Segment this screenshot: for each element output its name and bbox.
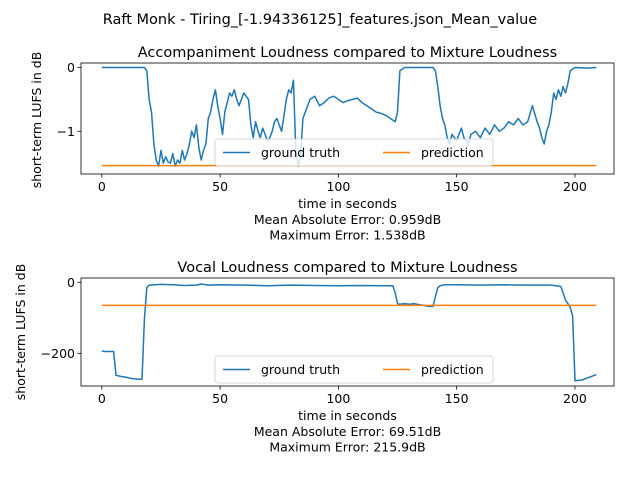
legend: ground truth prediction — [214, 138, 494, 167]
x-tick-label: 200 — [563, 179, 587, 194]
y-axis-label: short-term LUFS in dB — [13, 264, 28, 401]
y-tick-label: −200 — [41, 346, 75, 361]
x-tick-label: 200 — [563, 391, 587, 406]
legend-label: ground truth — [261, 145, 340, 160]
x-tick-label: 0 — [98, 391, 106, 406]
x-tick-label: 50 — [212, 391, 228, 406]
legend: ground truth prediction — [214, 355, 494, 384]
chart-title: Vocal Loudness compared to Mixture Loudn… — [177, 260, 517, 276]
x-tick-label: 150 — [445, 179, 469, 194]
y-tick-label: 0 — [67, 60, 75, 75]
series-line-ground-truth — [101, 283, 597, 382]
plot-frame — [80, 277, 615, 387]
chart-title: Accompaniment Loudness compared to Mixtu… — [138, 45, 557, 61]
error-stat-line: Mean Absolute Error: 0.959dB — [254, 212, 441, 227]
error-stat-line: Mean Absolute Error: 69.51dB — [254, 424, 441, 439]
x-tick-label: 50 — [212, 179, 228, 194]
y-tick-label: 0 — [67, 275, 75, 290]
y-axis-label: short-term LUFS in dB — [29, 52, 44, 189]
legend-box — [214, 138, 494, 167]
error-stat-line: Maximum Error: 215.9dB — [269, 440, 425, 455]
x-axis-label: time in seconds — [298, 408, 397, 423]
x-axis-label: time in seconds — [298, 196, 397, 211]
plot-frame — [80, 62, 615, 175]
legend-label: ground truth — [261, 362, 340, 377]
chart-panel-1: Accompaniment Loudness compared to Mixtu… — [29, 45, 615, 243]
error-stat-line: Maximum Error: 1.538dB — [269, 228, 425, 243]
y-tick-label: −1 — [57, 124, 75, 139]
legend-box — [214, 355, 494, 384]
x-tick-label: 150 — [445, 391, 469, 406]
figure-suptitle: Raft Monk - Tiring_[-1.94336125]_feature… — [103, 12, 538, 28]
series-line-ground-truth — [101, 66, 597, 168]
x-tick-label: 0 — [98, 179, 106, 194]
chart-panel-2: Vocal Loudness compared to Mixture Loudn… — [13, 260, 615, 455]
legend-label: prediction — [421, 362, 484, 377]
x-tick-label: 100 — [326, 179, 350, 194]
legend-label: prediction — [421, 145, 484, 160]
x-tick-label: 100 — [326, 391, 350, 406]
